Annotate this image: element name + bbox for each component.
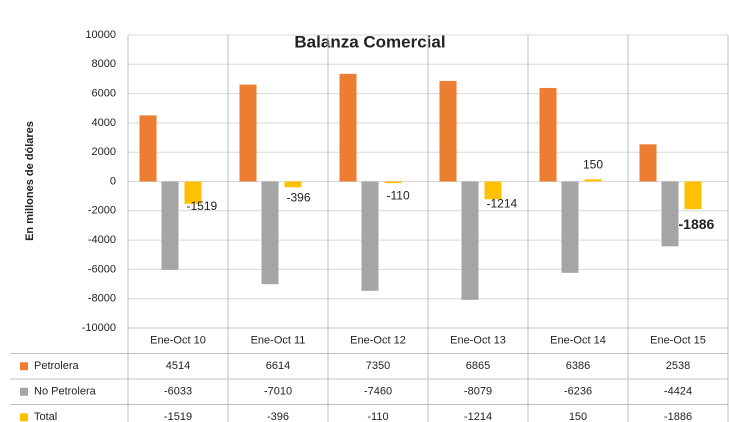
y-tick-label: 6000 [92, 88, 116, 100]
bar [161, 181, 179, 270]
bar [239, 84, 257, 182]
y-tick-label: 8000 [92, 58, 116, 70]
x-tick-label: Ene-Oct 15 [650, 335, 706, 347]
y-tick-label: 0 [110, 175, 116, 187]
legend-swatch [20, 362, 28, 371]
y-tick-label: 10000 [85, 29, 116, 41]
table-cell: -8079 [464, 386, 492, 398]
legend-swatch [20, 413, 28, 422]
table-cell: 2538 [666, 360, 690, 372]
table-cell: -4424 [664, 386, 692, 398]
data-label: -1886 [679, 216, 715, 232]
x-tick-label: Ene-Oct 12 [350, 335, 406, 347]
y-tick-label: 4000 [92, 117, 116, 129]
legend-label: Total [34, 411, 57, 422]
data-label: 150 [583, 157, 603, 171]
x-tick-label: Ene-Oct 10 [150, 335, 206, 347]
table-cell: 7350 [366, 360, 390, 372]
bar [184, 181, 202, 204]
table-cell: -6236 [564, 386, 592, 398]
bar [539, 87, 557, 182]
table-cell: -110 [367, 411, 388, 422]
y-tick-label: -6000 [88, 263, 116, 275]
table-cell: -6033 [164, 386, 192, 398]
x-tick-label: Ene-Oct 13 [450, 335, 506, 347]
y-tick-label: -4000 [88, 234, 116, 246]
y-tick-label: 2000 [92, 146, 116, 158]
bar [439, 80, 457, 182]
data-label: -110 [387, 188, 410, 202]
bar [484, 181, 502, 200]
bar [361, 181, 379, 291]
bar [461, 181, 479, 300]
table-cell: 6614 [266, 360, 290, 372]
table-cell: 6865 [466, 360, 490, 372]
table-cell: -396 [267, 411, 289, 422]
bar [584, 179, 602, 182]
table-cell: 4514 [166, 360, 190, 372]
y-axis-title: En millones de dólares [24, 121, 36, 241]
table-cell: -7460 [364, 386, 392, 398]
legend-label: No Petrolera [34, 386, 97, 398]
data-label: -1519 [187, 199, 218, 213]
y-tick-label: -8000 [88, 293, 116, 305]
data-label: -1214 [487, 197, 518, 211]
bar [684, 181, 702, 210]
y-tick-label: -10000 [82, 322, 116, 334]
bar [384, 181, 402, 184]
table-cell: 6386 [566, 360, 590, 372]
table-cell: -7010 [264, 386, 292, 398]
bar [139, 115, 157, 182]
chart-title: Balanza Comercial [294, 32, 445, 51]
table-cell: 150 [569, 411, 587, 422]
data-label: -396 [287, 191, 311, 205]
bar [339, 73, 357, 182]
x-tick-label: Ene-Oct 14 [550, 335, 606, 347]
x-tick-label: Ene-Oct 11 [251, 335, 306, 347]
bar [639, 144, 657, 182]
bar [261, 181, 279, 285]
bar [561, 181, 579, 273]
table-cell: -1519 [164, 411, 192, 422]
legend-swatch [20, 387, 28, 396]
table-cell: -1886 [664, 411, 692, 422]
table-cell: -1214 [464, 411, 492, 422]
bar [284, 181, 302, 188]
y-tick-label: -2000 [88, 205, 116, 217]
bar [661, 181, 679, 247]
legend-label: Petrolera [34, 360, 80, 372]
